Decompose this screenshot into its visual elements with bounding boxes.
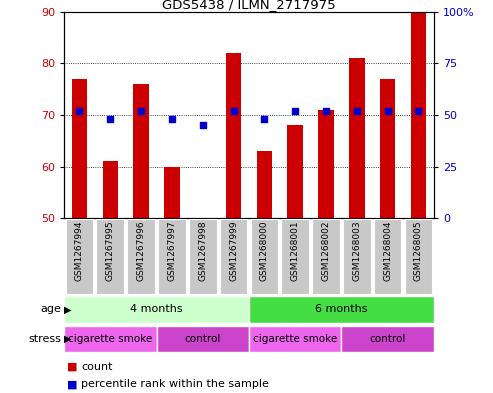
- Bar: [97, 219, 124, 294]
- Text: ■: ■: [67, 379, 77, 389]
- Text: GSM1268001: GSM1268001: [291, 220, 300, 281]
- Bar: [127, 219, 155, 294]
- Bar: [66, 219, 93, 294]
- Text: GSM1267998: GSM1267998: [198, 220, 207, 281]
- Text: 4 months: 4 months: [130, 305, 183, 314]
- Bar: [411, 12, 426, 218]
- Text: GSM1267996: GSM1267996: [137, 220, 145, 281]
- Point: [353, 108, 361, 114]
- Bar: [226, 53, 241, 218]
- Text: GSM1268002: GSM1268002: [321, 220, 330, 281]
- Bar: [349, 58, 364, 218]
- Bar: [134, 84, 149, 218]
- Point: [260, 116, 268, 122]
- Point: [199, 122, 207, 129]
- Text: GSM1267997: GSM1267997: [168, 220, 176, 281]
- Text: stress: stress: [29, 334, 62, 344]
- Bar: [287, 125, 303, 218]
- Text: ▶: ▶: [64, 305, 71, 314]
- Text: GSM1267994: GSM1267994: [75, 220, 84, 281]
- Text: age: age: [41, 305, 62, 314]
- Point: [137, 108, 145, 114]
- Bar: [64, 296, 249, 323]
- Bar: [220, 219, 247, 294]
- Bar: [312, 219, 340, 294]
- Text: cigarette smoke: cigarette smoke: [68, 334, 152, 344]
- Point: [230, 108, 238, 114]
- Point: [322, 108, 330, 114]
- Bar: [103, 162, 118, 218]
- Bar: [64, 326, 157, 352]
- Text: GSM1268000: GSM1268000: [260, 220, 269, 281]
- Point: [168, 116, 176, 122]
- Bar: [341, 326, 434, 352]
- Bar: [380, 79, 395, 218]
- Bar: [249, 296, 434, 323]
- Text: ■: ■: [67, 362, 77, 371]
- Bar: [343, 219, 371, 294]
- Bar: [72, 79, 87, 218]
- Text: 6 months: 6 months: [315, 305, 368, 314]
- Bar: [157, 326, 249, 352]
- Text: control: control: [184, 334, 221, 344]
- Bar: [249, 326, 341, 352]
- Point: [106, 116, 114, 122]
- Text: count: count: [81, 362, 113, 371]
- Bar: [374, 219, 401, 294]
- Bar: [164, 167, 179, 218]
- Point: [415, 108, 423, 114]
- Text: control: control: [369, 334, 406, 344]
- Bar: [257, 151, 272, 218]
- Point: [291, 108, 299, 114]
- Point: [384, 108, 391, 114]
- Point: [75, 108, 83, 114]
- Text: GSM1267995: GSM1267995: [106, 220, 115, 281]
- Text: ▶: ▶: [64, 334, 71, 344]
- Text: cigarette smoke: cigarette smoke: [253, 334, 337, 344]
- Bar: [158, 219, 186, 294]
- Bar: [250, 219, 278, 294]
- Text: GSM1268005: GSM1268005: [414, 220, 423, 281]
- Bar: [189, 219, 216, 294]
- Text: percentile rank within the sample: percentile rank within the sample: [81, 379, 269, 389]
- Text: GSM1267999: GSM1267999: [229, 220, 238, 281]
- Bar: [282, 219, 309, 294]
- Title: GDS5438 / ILMN_2717975: GDS5438 / ILMN_2717975: [162, 0, 336, 11]
- Bar: [405, 219, 432, 294]
- Bar: [318, 110, 334, 218]
- Text: GSM1268004: GSM1268004: [383, 220, 392, 281]
- Text: GSM1268003: GSM1268003: [352, 220, 361, 281]
